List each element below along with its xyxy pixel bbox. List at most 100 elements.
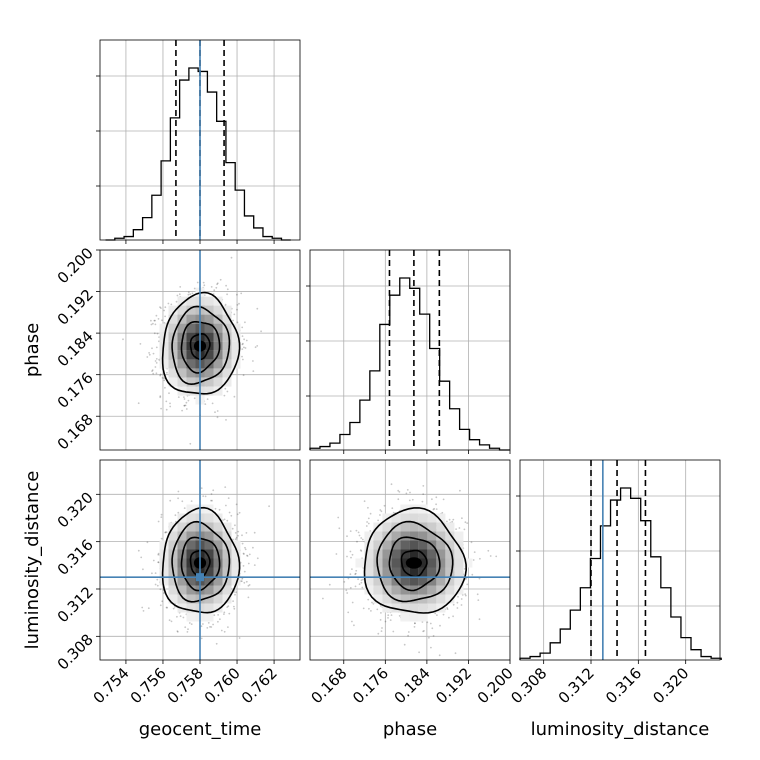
density-cell: [186, 594, 196, 604]
sample-point: [268, 505, 270, 508]
density-cell: [168, 540, 178, 550]
sample-point: [391, 507, 394, 510]
sample-point: [152, 372, 155, 375]
density-cell: [400, 612, 410, 622]
sample-point: [244, 548, 247, 551]
sample-point: [181, 500, 184, 503]
sample-point: [435, 496, 438, 499]
sample-point: [380, 612, 382, 614]
sample-point: [487, 549, 490, 552]
sample-point: [408, 499, 411, 502]
density-cell: [373, 594, 383, 604]
sample-point: [189, 442, 192, 445]
x-tick-label-phase: 0.168: [307, 664, 350, 707]
x-tick-label-luminosity-distance: 0.308: [507, 664, 550, 707]
density-cell: [418, 612, 428, 622]
density-cell: [445, 522, 455, 532]
density-cell: [168, 341, 178, 351]
x-axis-label-phase: phase: [383, 719, 437, 740]
sample-point: [156, 578, 159, 581]
sample-point: [214, 411, 216, 414]
density-cell: [168, 323, 178, 333]
sample-point: [414, 622, 416, 625]
panel-hist-luminosity-distance: [516, 459, 722, 661]
sample-point: [247, 562, 250, 565]
density-cell: [418, 531, 428, 541]
density-cell: [409, 567, 419, 577]
sample-point: [185, 408, 188, 410]
sample-point: [155, 314, 158, 317]
y-tick-label-luminosity-distance: 0.308: [54, 630, 97, 673]
sample-point: [379, 619, 382, 621]
sample-point: [452, 603, 455, 606]
sample-point: [361, 586, 364, 589]
sample-point: [176, 631, 179, 633]
sample-point: [248, 553, 251, 556]
sample-point: [384, 620, 387, 623]
sample-point: [175, 300, 178, 303]
density-cell: [186, 386, 196, 396]
density-cell: [204, 323, 214, 333]
sample-point: [212, 489, 215, 492]
sample-point: [183, 404, 186, 407]
sample-point: [405, 492, 408, 495]
density-cell: [418, 513, 428, 523]
sample-point: [183, 507, 186, 509]
sample-point: [256, 307, 259, 310]
sample-point: [154, 319, 156, 322]
sample-point: [215, 642, 218, 645]
sample-point: [252, 360, 254, 362]
sample-point: [377, 519, 379, 522]
sample-point: [233, 313, 236, 316]
density-cell: [231, 350, 241, 360]
density-cell: [418, 585, 428, 595]
density-cell: [364, 531, 374, 541]
sample-point: [165, 400, 168, 403]
density-cell: [400, 594, 410, 604]
sample-point: [460, 604, 463, 606]
sample-point: [354, 585, 357, 588]
sample-point: [253, 564, 256, 566]
density-cell: [427, 531, 437, 541]
sample-point: [362, 607, 365, 610]
density-cell: [168, 594, 178, 604]
sample-point: [367, 598, 370, 601]
sample-point: [157, 561, 160, 564]
density-cell: [445, 540, 455, 550]
density-cell: [213, 323, 223, 333]
density-cell: [373, 567, 383, 577]
sample-point: [435, 508, 438, 510]
density-cell: [177, 368, 187, 378]
density-cell: [213, 305, 223, 315]
sample-point: [163, 309, 166, 312]
density-cell: [391, 549, 401, 559]
sample-point: [160, 407, 163, 410]
density-cell: [391, 531, 401, 541]
density-cell: [204, 386, 214, 396]
density-cell: [454, 531, 464, 541]
density-cell: [382, 603, 392, 613]
y-tick-label-phase: 0.200: [54, 244, 97, 287]
sample-point: [355, 529, 358, 532]
density-cell: [400, 585, 410, 595]
density-cell: [445, 594, 455, 604]
sample-point: [366, 521, 368, 523]
density-cell: [213, 341, 223, 351]
sample-point: [147, 607, 150, 610]
density-cell: [222, 585, 232, 595]
density-cell: [454, 567, 464, 577]
sample-point: [155, 362, 158, 364]
sample-point: [349, 573, 352, 576]
density-cell: [382, 513, 392, 523]
sample-point: [356, 540, 358, 543]
sample-point: [349, 530, 352, 532]
density-cell: [400, 576, 410, 586]
sample-point: [347, 577, 350, 580]
sample-point: [337, 516, 340, 519]
density-cell: [204, 576, 214, 586]
x-tick-label-phase: 0.200: [474, 664, 517, 707]
sample-point: [351, 601, 354, 604]
sample-point: [457, 595, 459, 598]
density-cell: [382, 549, 392, 559]
sample-point: [209, 626, 211, 628]
